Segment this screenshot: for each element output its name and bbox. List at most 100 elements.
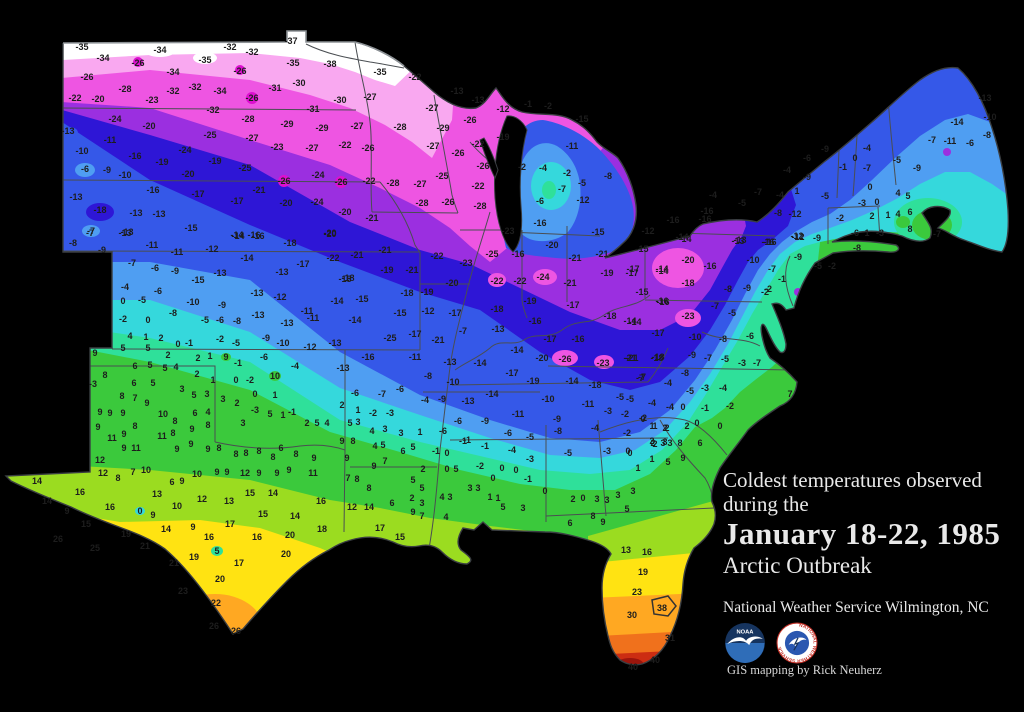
lake-okeechobee [651, 595, 677, 617]
station-temp: 8 [590, 511, 595, 521]
station-temp: 9 [680, 453, 685, 463]
station-temp: 14 [290, 511, 300, 521]
station-temp: -9 [481, 416, 489, 426]
michigan-pocket-teal [542, 181, 556, 199]
station-temp: 16 [252, 532, 262, 542]
station-temp: 0 [852, 153, 857, 163]
station-temp: -27 [245, 133, 258, 143]
station-temp: 7 [132, 393, 137, 403]
station-temp: -19 [420, 287, 433, 297]
station-temp: 23 [178, 586, 188, 596]
station-temp: -7 [558, 184, 566, 194]
station-temp: -14 [950, 117, 963, 127]
chinook-pocket [82, 225, 100, 237]
station-temp: -18 [490, 304, 503, 314]
station-temp: -13 [733, 235, 746, 245]
station-temp: -28 [386, 178, 399, 188]
station-temp: -6 [216, 315, 224, 325]
station-temp: -25 [203, 130, 216, 140]
station-temp: 3 [398, 428, 403, 438]
station-temp: 9 [600, 517, 605, 527]
station-temp: -12 [576, 195, 589, 205]
station-temp: 4 [205, 407, 210, 417]
station-temp: 4 [372, 441, 377, 451]
station-temp: -18 [681, 278, 694, 288]
station-temp: -17 [543, 334, 556, 344]
station-temp: -26 [334, 177, 347, 187]
station-temp: -28 [393, 122, 406, 132]
station-temp: -25 [485, 249, 498, 259]
lake-michigan [494, 115, 528, 253]
station-temp: 9 [189, 424, 194, 434]
station-temp: -16 [528, 316, 541, 326]
station-temp: 0 [580, 493, 585, 503]
station-temp: -19 [155, 157, 168, 167]
station-temp: -21 [595, 249, 608, 259]
station-temp: 31 [665, 633, 675, 643]
station-temp: 19 [189, 552, 199, 562]
station-temp: -8 [853, 243, 861, 253]
station-temp: -4 [591, 423, 599, 433]
station-temp: -9 [803, 172, 811, 182]
title-date: January 18-22, 1985 [723, 516, 1001, 551]
station-temp: 0 [490, 473, 495, 483]
station-temp: -16 [251, 231, 264, 241]
station-temp: -8 [983, 130, 991, 140]
station-temp: 1 [487, 492, 492, 502]
station-temp: -17 [191, 189, 204, 199]
station-temp: 1 [272, 390, 277, 400]
station-temp: 5 [162, 363, 167, 373]
station-temp: 0 [640, 414, 645, 424]
station-temp: 2 [409, 493, 414, 503]
station-temp: -20 [445, 278, 458, 288]
station-temp: -20 [323, 229, 336, 239]
station-temp: -18 [338, 274, 351, 284]
station-temp: -1 [524, 474, 532, 484]
station-temp: -14 [485, 389, 498, 399]
station-temp: -17 [448, 308, 461, 318]
station-temp: -6 [439, 426, 447, 436]
station-temp: 8 [132, 421, 137, 431]
noaa-logo-text: NOAA [737, 630, 755, 636]
station-temp: -9 [743, 283, 751, 293]
station-temp: -34 [166, 67, 179, 77]
station-temp: -6 [260, 352, 268, 362]
station-temp: 11 [308, 468, 318, 478]
station-temp: -16 [571, 334, 584, 344]
station-temp: -21 [563, 278, 576, 288]
station-temp: -32 [206, 105, 219, 115]
station-temp: -15 [355, 294, 368, 304]
station-temp: -5 [728, 308, 736, 318]
station-temp: -9 [262, 333, 270, 343]
station-temp: 9 [371, 461, 376, 471]
station-temp: -9 [553, 414, 561, 424]
station-temp: -4 [291, 361, 299, 371]
station-temp: -20 [338, 207, 351, 217]
station-temp: -23 [459, 258, 472, 268]
station-temp: 0 [499, 463, 504, 473]
station-temp: -7 [863, 163, 871, 173]
station-temp: -6 [536, 196, 544, 206]
station-temp: 8 [256, 446, 261, 456]
station-temp: 19 [121, 529, 131, 539]
station-temp: 0 [717, 421, 722, 431]
station-temp: -8 [169, 308, 177, 318]
station-temp: 9 [179, 476, 184, 486]
station-temp: 1 [207, 351, 212, 361]
station-temp: -20 [323, 228, 336, 238]
station-temp: 16 [75, 487, 85, 497]
station-temp: 8 [366, 483, 371, 493]
station-temp: -18 [400, 288, 413, 298]
station-temp: -24 [108, 114, 121, 124]
station-temp: 9 [121, 443, 126, 453]
station-temp: -16 [656, 297, 669, 307]
station-temp: -18 [341, 273, 354, 283]
station-temp: 2 [650, 438, 655, 448]
station-temp: -22 [513, 276, 526, 286]
station-temp: 12 [347, 502, 357, 512]
station-temp: 12 [95, 455, 105, 465]
station-temp: -3 [604, 406, 612, 416]
station-temp: 5 [347, 418, 352, 428]
station-temp: -35 [286, 58, 299, 68]
station-temp: -5 [526, 432, 534, 442]
